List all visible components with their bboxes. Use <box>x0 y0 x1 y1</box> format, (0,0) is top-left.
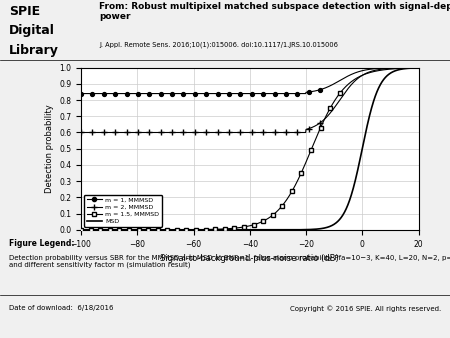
Text: Library: Library <box>9 44 59 57</box>
X-axis label: Signal-to-background-plus-noise ratio (dB): Signal-to-background-plus-noise ratio (d… <box>160 254 339 263</box>
Legend: m = 1, MMMSD, m = 2, MMMSD, m = 1.5, MMMSD, MSD: m = 1, MMMSD, m = 2, MMMSD, m = 1.5, MMM… <box>84 195 162 227</box>
Text: From: Robust multipixel matched subspace detection with signal-dependent backgro: From: Robust multipixel matched subspace… <box>99 2 450 21</box>
Text: Figure Legend:: Figure Legend: <box>9 239 75 248</box>
Text: J. Appl. Remote Sens. 2016;10(1):015006. doi:10.1117/1.JRS.10.015006: J. Appl. Remote Sens. 2016;10(1):015006.… <box>99 41 338 48</box>
Text: Digital: Digital <box>9 24 55 37</box>
Text: Date of download:  6/18/2016: Date of download: 6/18/2016 <box>9 305 113 311</box>
Y-axis label: Detection probability: Detection probability <box>45 104 54 193</box>
Text: Copyright © 2016 SPIE. All rights reserved.: Copyright © 2016 SPIE. All rights reserv… <box>290 305 441 312</box>
Text: Detection probability versus SBR for the MMMSD and MSD at BNR=1, false-alarm pro: Detection probability versus SBR for the… <box>9 255 450 268</box>
Text: SPIE: SPIE <box>9 5 40 18</box>
